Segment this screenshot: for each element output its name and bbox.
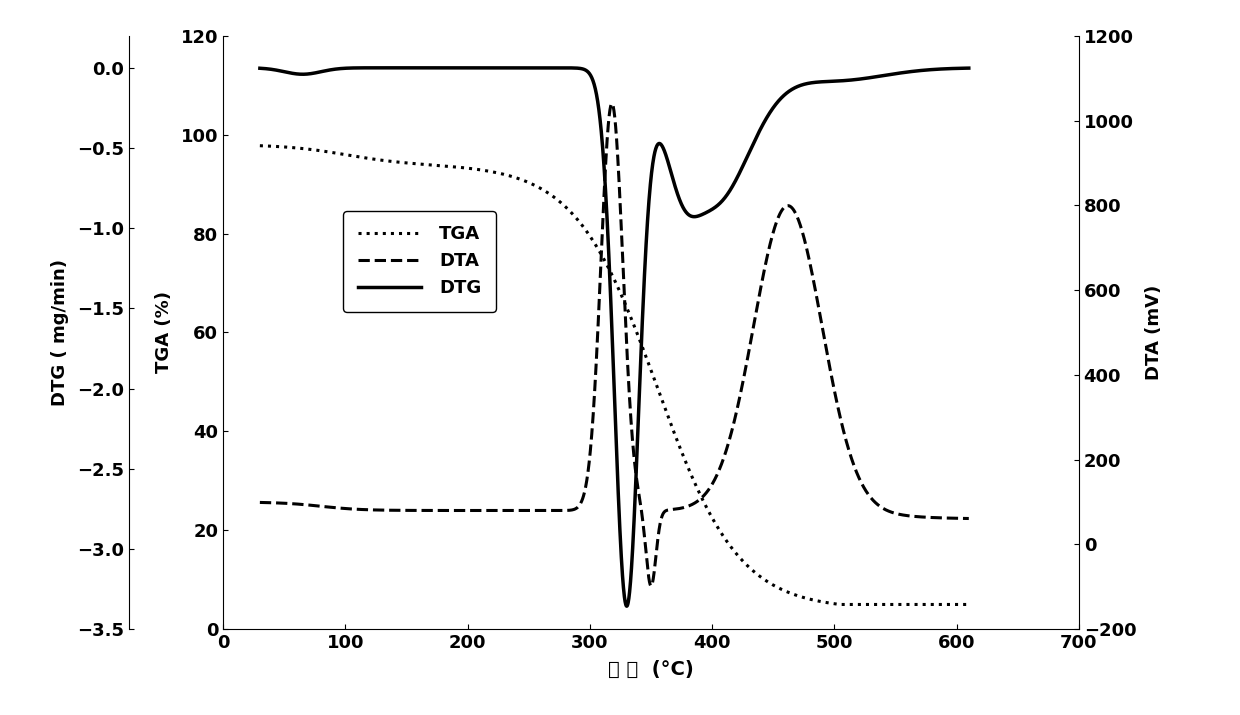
DTA bbox=[376, 506, 391, 514]
DTA bbox=[961, 514, 976, 523]
DTA bbox=[556, 506, 570, 515]
Line: TGA: TGA bbox=[260, 146, 968, 604]
DTA bbox=[253, 498, 268, 507]
DTA bbox=[525, 506, 539, 515]
TGA bbox=[947, 600, 962, 608]
Y-axis label: DTG ( mg/min): DTG ( mg/min) bbox=[51, 259, 68, 406]
TGA bbox=[253, 142, 268, 150]
TGA bbox=[961, 600, 976, 608]
Y-axis label: TGA (%): TGA (%) bbox=[155, 292, 172, 373]
TGA bbox=[376, 156, 391, 164]
DTG bbox=[947, 64, 962, 73]
TGA bbox=[872, 600, 887, 608]
DTG bbox=[619, 602, 634, 611]
DTA bbox=[872, 501, 887, 510]
DTG bbox=[253, 64, 268, 72]
Line: DTG: DTG bbox=[260, 68, 968, 606]
DTG bbox=[376, 64, 391, 72]
TGA bbox=[525, 179, 539, 188]
Legend: TGA, DTA, DTG: TGA, DTA, DTG bbox=[343, 211, 496, 312]
Y-axis label: DTA (mV): DTA (mV) bbox=[1145, 285, 1163, 380]
DTG bbox=[872, 72, 887, 81]
DTG bbox=[556, 64, 570, 72]
DTA bbox=[334, 504, 348, 513]
TGA bbox=[556, 199, 570, 208]
DTG bbox=[334, 64, 348, 73]
DTG bbox=[525, 64, 539, 72]
DTG bbox=[428, 64, 443, 72]
TGA bbox=[833, 600, 848, 608]
DTA bbox=[644, 582, 658, 591]
TGA bbox=[334, 149, 348, 158]
DTG bbox=[961, 64, 976, 72]
Line: DTA: DTA bbox=[260, 104, 968, 586]
X-axis label: 温 度  (°C): 温 度 (°C) bbox=[608, 661, 694, 679]
DTA bbox=[604, 99, 619, 108]
DTA bbox=[947, 514, 962, 523]
